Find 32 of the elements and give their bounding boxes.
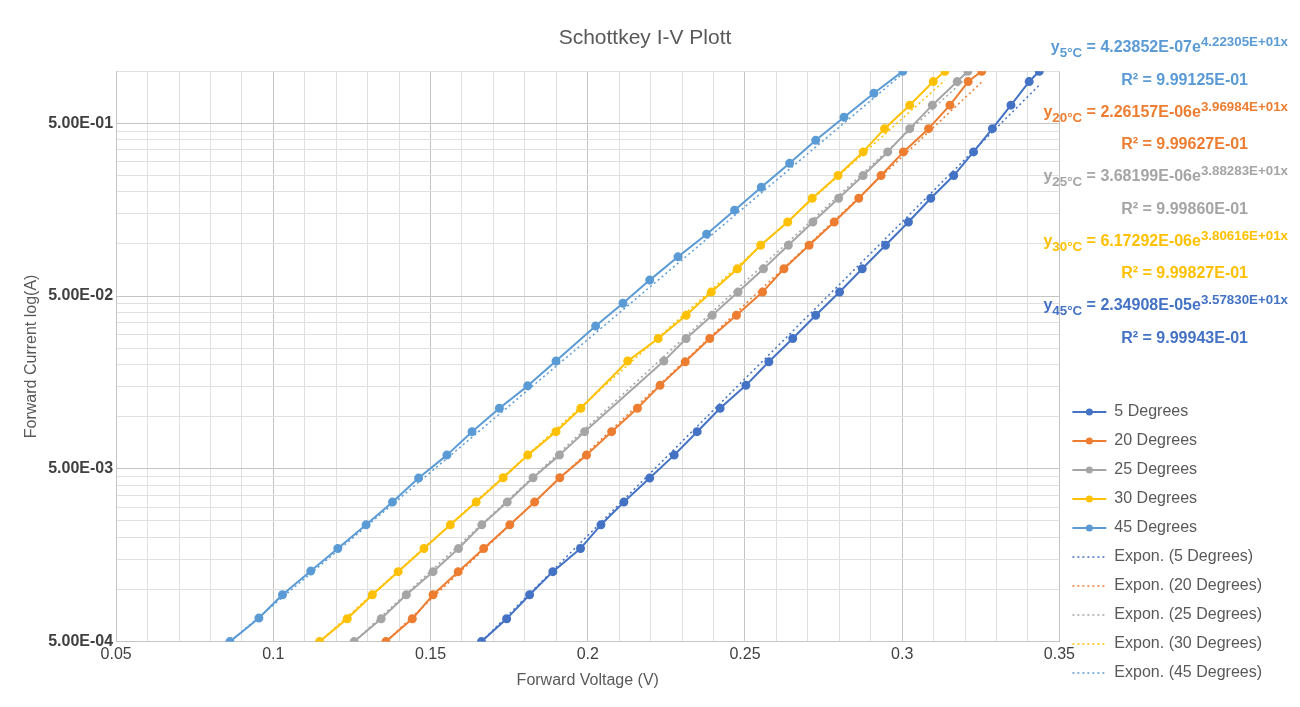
annotation: y$_{30°C}$ = 6.17292E-06e$^{3.80616E+01x}$ xyxy=(1043,226,1288,256)
legend-label: Expon. (45 Degrees) xyxy=(1114,663,1263,681)
text: R² = 9.99860E-01 xyxy=(1120,198,1249,219)
legend-label: 25 Degrees xyxy=(1114,460,1198,478)
x-tick-label: 0.35 xyxy=(1043,644,1076,662)
y-tick-label: 5.00E-03 xyxy=(48,459,114,477)
x-tick-label: 0.25 xyxy=(729,644,761,662)
text: y$_{5°C}$ = 4.23852E-07e$^{4.22305E+01x}$ xyxy=(1049,33,1288,62)
x-axis-title: Forward Voltage (V) xyxy=(516,670,659,688)
annotation: y$_{25°C}$ = 3.68199E-06e$^{3.88283E+01x}$ xyxy=(1043,162,1288,191)
y-tick-label: 5.00E-01 xyxy=(48,113,114,131)
legend-label: 30 Degrees xyxy=(1114,489,1198,507)
y-axis-title: Forward Current log(A) xyxy=(22,274,40,439)
text: R² = 9.99943E-01 xyxy=(1120,327,1249,348)
legend-label: Expon. (20 Degrees) xyxy=(1114,576,1263,594)
x-tick-label: 0.15 xyxy=(414,644,447,662)
x-tick-label: 0.1 xyxy=(262,644,285,662)
legend-label: Expon. (5 Degrees) xyxy=(1114,547,1254,565)
text: R² = 9.99627E-01 xyxy=(1120,134,1249,155)
legend-label: 45 Degrees xyxy=(1114,518,1198,536)
x-tick-label: 0.2 xyxy=(576,644,599,662)
legend-label: Expon. (25 Degrees) xyxy=(1114,605,1263,623)
text: R² = 9.99125E-01 xyxy=(1120,69,1249,90)
chart-title: Schottkey I-V Plott xyxy=(558,25,732,49)
annotation: y$_{45°C}$ = 2.34908E-05e$^{3.57830E+01x}$ xyxy=(1043,291,1288,320)
legend-label: Expon. (30 Degrees) xyxy=(1114,634,1263,652)
legend-label: 20 Degrees xyxy=(1114,431,1198,449)
annotation: y$_{20°C}$ = 2.26157E-06e$^{3.96984E+01x}$ xyxy=(1043,97,1288,127)
text: R² = 9.99827E-01 xyxy=(1120,263,1249,284)
y-tick-label: 5.00E-02 xyxy=(48,286,114,304)
x-tick-label: 0.3 xyxy=(891,644,914,662)
legend-label: 5 Degrees xyxy=(1114,402,1189,420)
